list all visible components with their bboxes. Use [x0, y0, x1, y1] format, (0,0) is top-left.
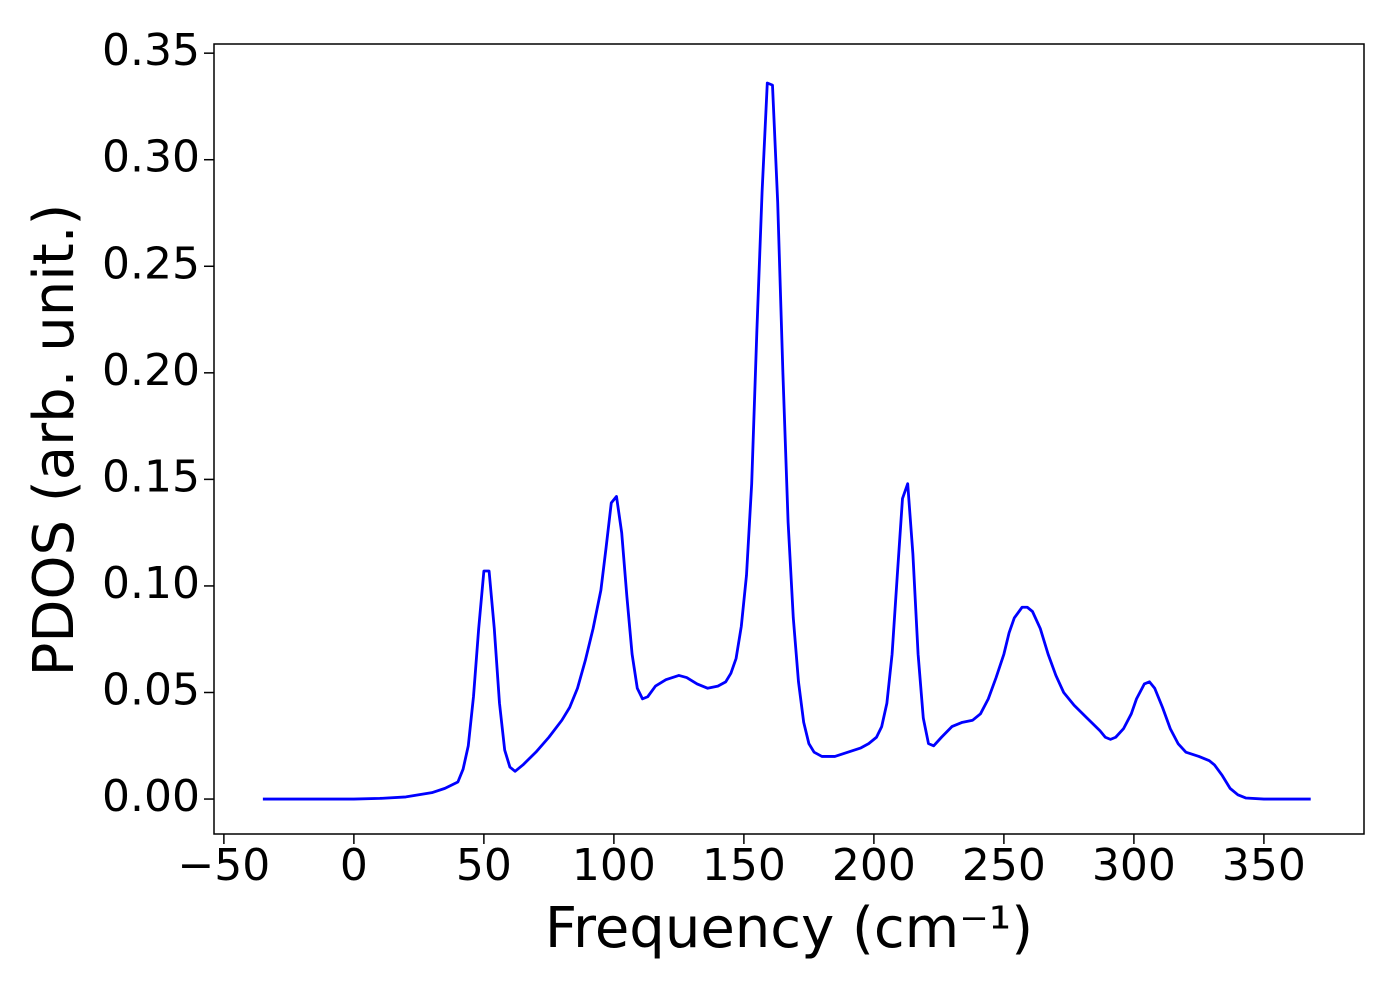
y-tick-label: 0.15 [102, 451, 200, 502]
x-tick-label: 0 [340, 840, 368, 891]
x-axis-label: Frequency (cm⁻¹) [545, 896, 1033, 961]
y-tick-label: 0.35 [102, 25, 200, 76]
x-tick-label: 200 [832, 840, 916, 891]
x-tick-label: 350 [1222, 840, 1306, 891]
x-tick-label: 50 [456, 840, 512, 891]
y-tick-label: 0.00 [102, 771, 200, 822]
x-tick-label: 250 [962, 840, 1046, 891]
plot-frame [213, 43, 1365, 835]
x-tick-label: 100 [572, 840, 656, 891]
x-tick-label: −50 [177, 840, 270, 891]
y-tick-label: 0.30 [102, 132, 200, 183]
y-tick-label: 0.20 [102, 345, 200, 396]
x-tick-label: 150 [702, 840, 786, 891]
y-axis-label: PDOS (arb. unit.) [22, 204, 87, 677]
y-tick-label: 0.05 [102, 664, 200, 715]
y-tick-label: 0.25 [102, 238, 200, 289]
line-series [262, 81, 1311, 801]
x-tick-label: 300 [1092, 840, 1176, 891]
y-tick-label: 0.10 [102, 558, 200, 609]
